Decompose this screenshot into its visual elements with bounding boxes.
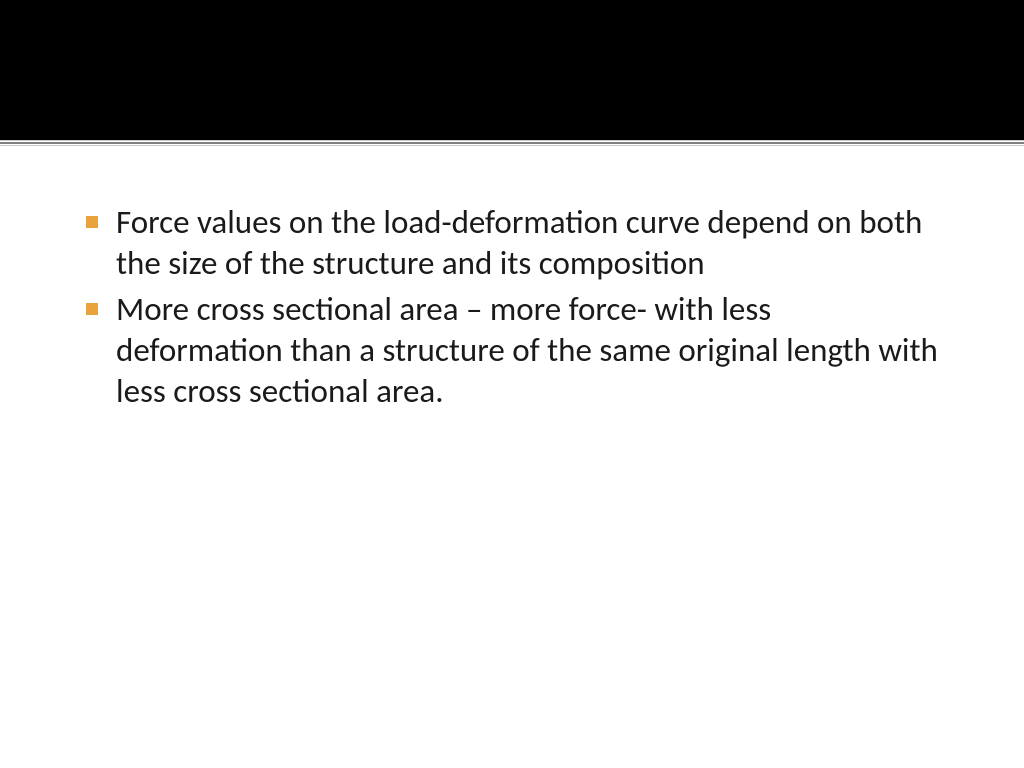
list-item: Force values on the load-deformation cur… xyxy=(80,202,944,285)
title-band xyxy=(0,0,1024,140)
square-bullet-icon xyxy=(86,303,98,315)
square-bullet-icon xyxy=(86,216,98,228)
slide-body: Force values on the load-deformation cur… xyxy=(0,146,1024,412)
bullet-list: Force values on the load-deformation cur… xyxy=(80,202,944,412)
list-item-text: More cross sectional area – more force- … xyxy=(116,289,938,412)
list-item: More cross sectional area – more force- … xyxy=(80,289,944,413)
list-item-text: Force values on the load-deformation cur… xyxy=(116,202,922,283)
